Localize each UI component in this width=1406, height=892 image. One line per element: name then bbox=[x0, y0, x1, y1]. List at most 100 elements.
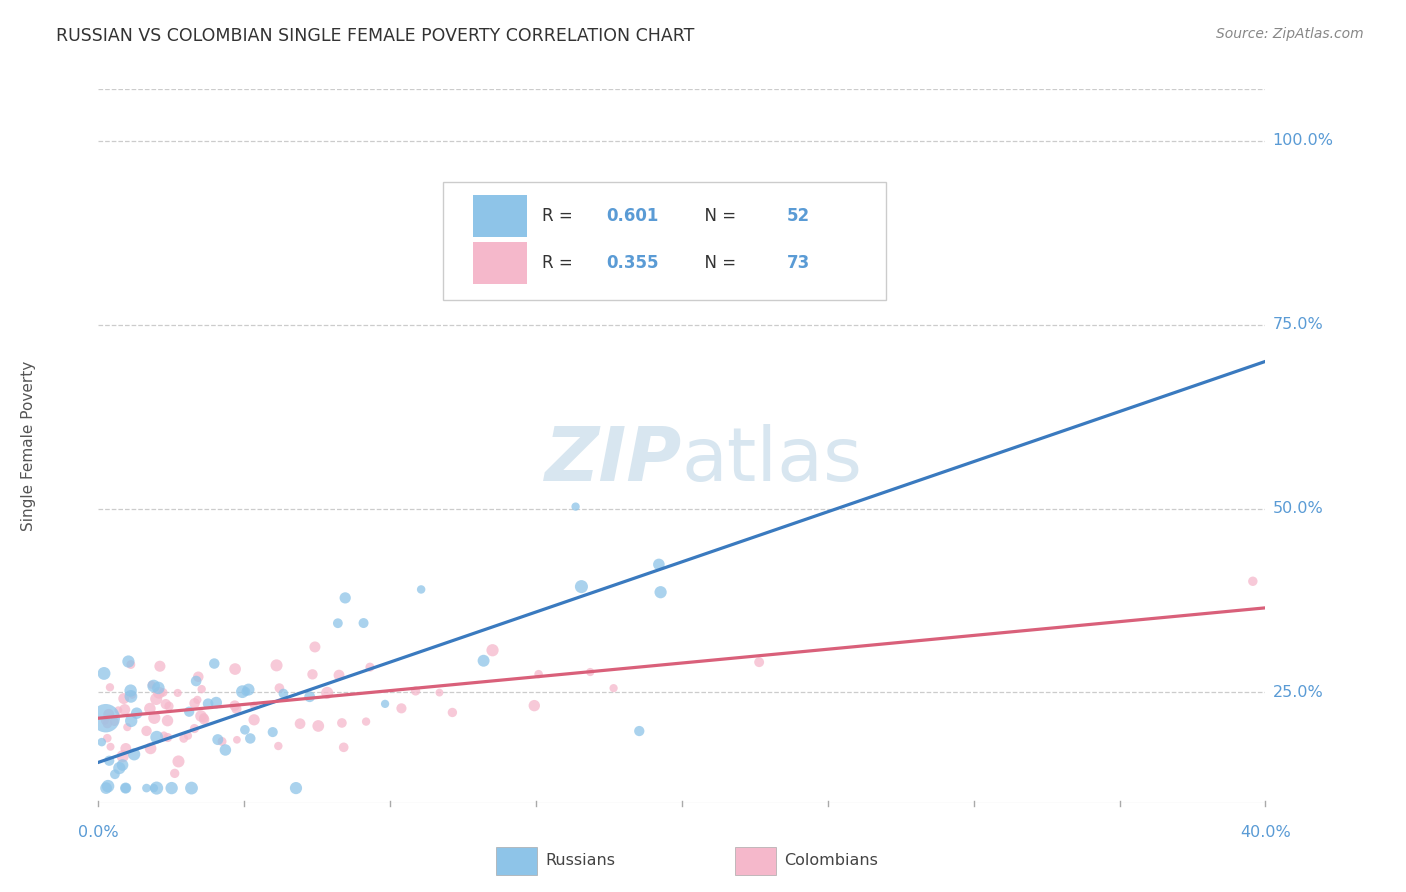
Point bbox=[122, 747, 145, 762]
Point bbox=[523, 698, 546, 713]
Point bbox=[120, 690, 142, 704]
Point bbox=[262, 725, 284, 739]
Point bbox=[166, 686, 188, 700]
Point bbox=[103, 714, 125, 729]
Point bbox=[226, 732, 249, 747]
Point bbox=[391, 701, 413, 715]
Point bbox=[307, 719, 329, 733]
Point bbox=[186, 693, 208, 707]
Point bbox=[207, 732, 229, 747]
Point bbox=[233, 723, 256, 737]
Point bbox=[111, 749, 134, 764]
Text: 73: 73 bbox=[787, 253, 810, 271]
Text: 100.0%: 100.0% bbox=[1272, 133, 1333, 148]
Point bbox=[328, 668, 350, 682]
Point bbox=[94, 781, 117, 796]
Point bbox=[527, 667, 550, 681]
Point bbox=[120, 657, 142, 672]
Point bbox=[180, 781, 202, 796]
Point bbox=[301, 667, 323, 681]
Point bbox=[354, 714, 377, 729]
Text: 0.0%: 0.0% bbox=[79, 825, 118, 840]
Point bbox=[190, 682, 212, 697]
Point bbox=[125, 706, 148, 721]
Point bbox=[96, 716, 118, 731]
Point bbox=[139, 701, 162, 715]
Point bbox=[429, 685, 451, 699]
Text: 0.601: 0.601 bbox=[606, 207, 658, 225]
Point bbox=[104, 767, 127, 781]
Point bbox=[316, 686, 339, 700]
Text: 52: 52 bbox=[787, 207, 810, 225]
Point bbox=[107, 703, 129, 717]
Point bbox=[149, 659, 172, 673]
Point bbox=[1241, 574, 1264, 589]
Point bbox=[330, 715, 353, 730]
Text: atlas: atlas bbox=[682, 424, 863, 497]
Point bbox=[156, 731, 179, 745]
Point bbox=[135, 781, 157, 796]
Point bbox=[142, 781, 165, 796]
Point bbox=[224, 698, 246, 713]
Point bbox=[157, 699, 180, 714]
Point bbox=[239, 731, 262, 746]
Point bbox=[359, 660, 381, 674]
FancyBboxPatch shape bbox=[443, 182, 886, 300]
Point bbox=[117, 720, 139, 734]
Point bbox=[98, 681, 121, 695]
Point bbox=[117, 655, 139, 669]
Point bbox=[112, 691, 135, 706]
Point bbox=[579, 665, 602, 679]
Point bbox=[90, 735, 112, 749]
Point bbox=[273, 686, 295, 700]
Point bbox=[160, 781, 183, 796]
Text: Colombians: Colombians bbox=[785, 854, 879, 868]
Point bbox=[148, 686, 170, 700]
Point bbox=[145, 781, 167, 796]
Point bbox=[472, 654, 495, 668]
Point bbox=[152, 685, 174, 699]
Point bbox=[235, 684, 257, 698]
Point bbox=[374, 697, 396, 711]
Point bbox=[139, 741, 162, 756]
Point bbox=[269, 681, 291, 695]
Text: N =: N = bbox=[693, 207, 741, 225]
Point bbox=[98, 754, 121, 768]
Point bbox=[190, 709, 212, 723]
Point bbox=[411, 582, 433, 597]
Point bbox=[184, 673, 207, 688]
Point bbox=[145, 692, 167, 706]
Point bbox=[202, 657, 225, 671]
Point bbox=[748, 655, 770, 669]
Text: 0.355: 0.355 bbox=[606, 253, 658, 271]
Text: RUSSIAN VS COLOMBIAN SINGLE FEMALE POVERTY CORRELATION CHART: RUSSIAN VS COLOMBIAN SINGLE FEMALE POVER… bbox=[56, 27, 695, 45]
Point bbox=[114, 741, 136, 756]
Point bbox=[183, 696, 205, 710]
Point bbox=[266, 658, 288, 673]
Point bbox=[231, 684, 253, 698]
Point bbox=[94, 714, 117, 728]
Point bbox=[214, 743, 236, 757]
Point bbox=[238, 682, 260, 697]
Point bbox=[183, 722, 205, 736]
Point bbox=[628, 724, 651, 739]
Text: 25.0%: 25.0% bbox=[1272, 685, 1323, 700]
Point bbox=[114, 703, 136, 717]
Point bbox=[481, 643, 503, 657]
Point bbox=[288, 716, 311, 731]
Point bbox=[193, 713, 215, 727]
Text: 50.0%: 50.0% bbox=[1272, 501, 1323, 516]
Point bbox=[564, 500, 586, 514]
Point bbox=[197, 697, 219, 711]
Point bbox=[267, 739, 290, 753]
Point bbox=[141, 678, 163, 692]
Point bbox=[156, 714, 179, 728]
Text: R =: R = bbox=[541, 253, 578, 271]
Point bbox=[97, 779, 120, 793]
Point bbox=[187, 670, 209, 684]
Text: 40.0%: 40.0% bbox=[1240, 825, 1291, 840]
Point bbox=[335, 591, 357, 605]
Point bbox=[193, 711, 215, 725]
Point bbox=[304, 640, 326, 654]
Point bbox=[100, 739, 122, 754]
